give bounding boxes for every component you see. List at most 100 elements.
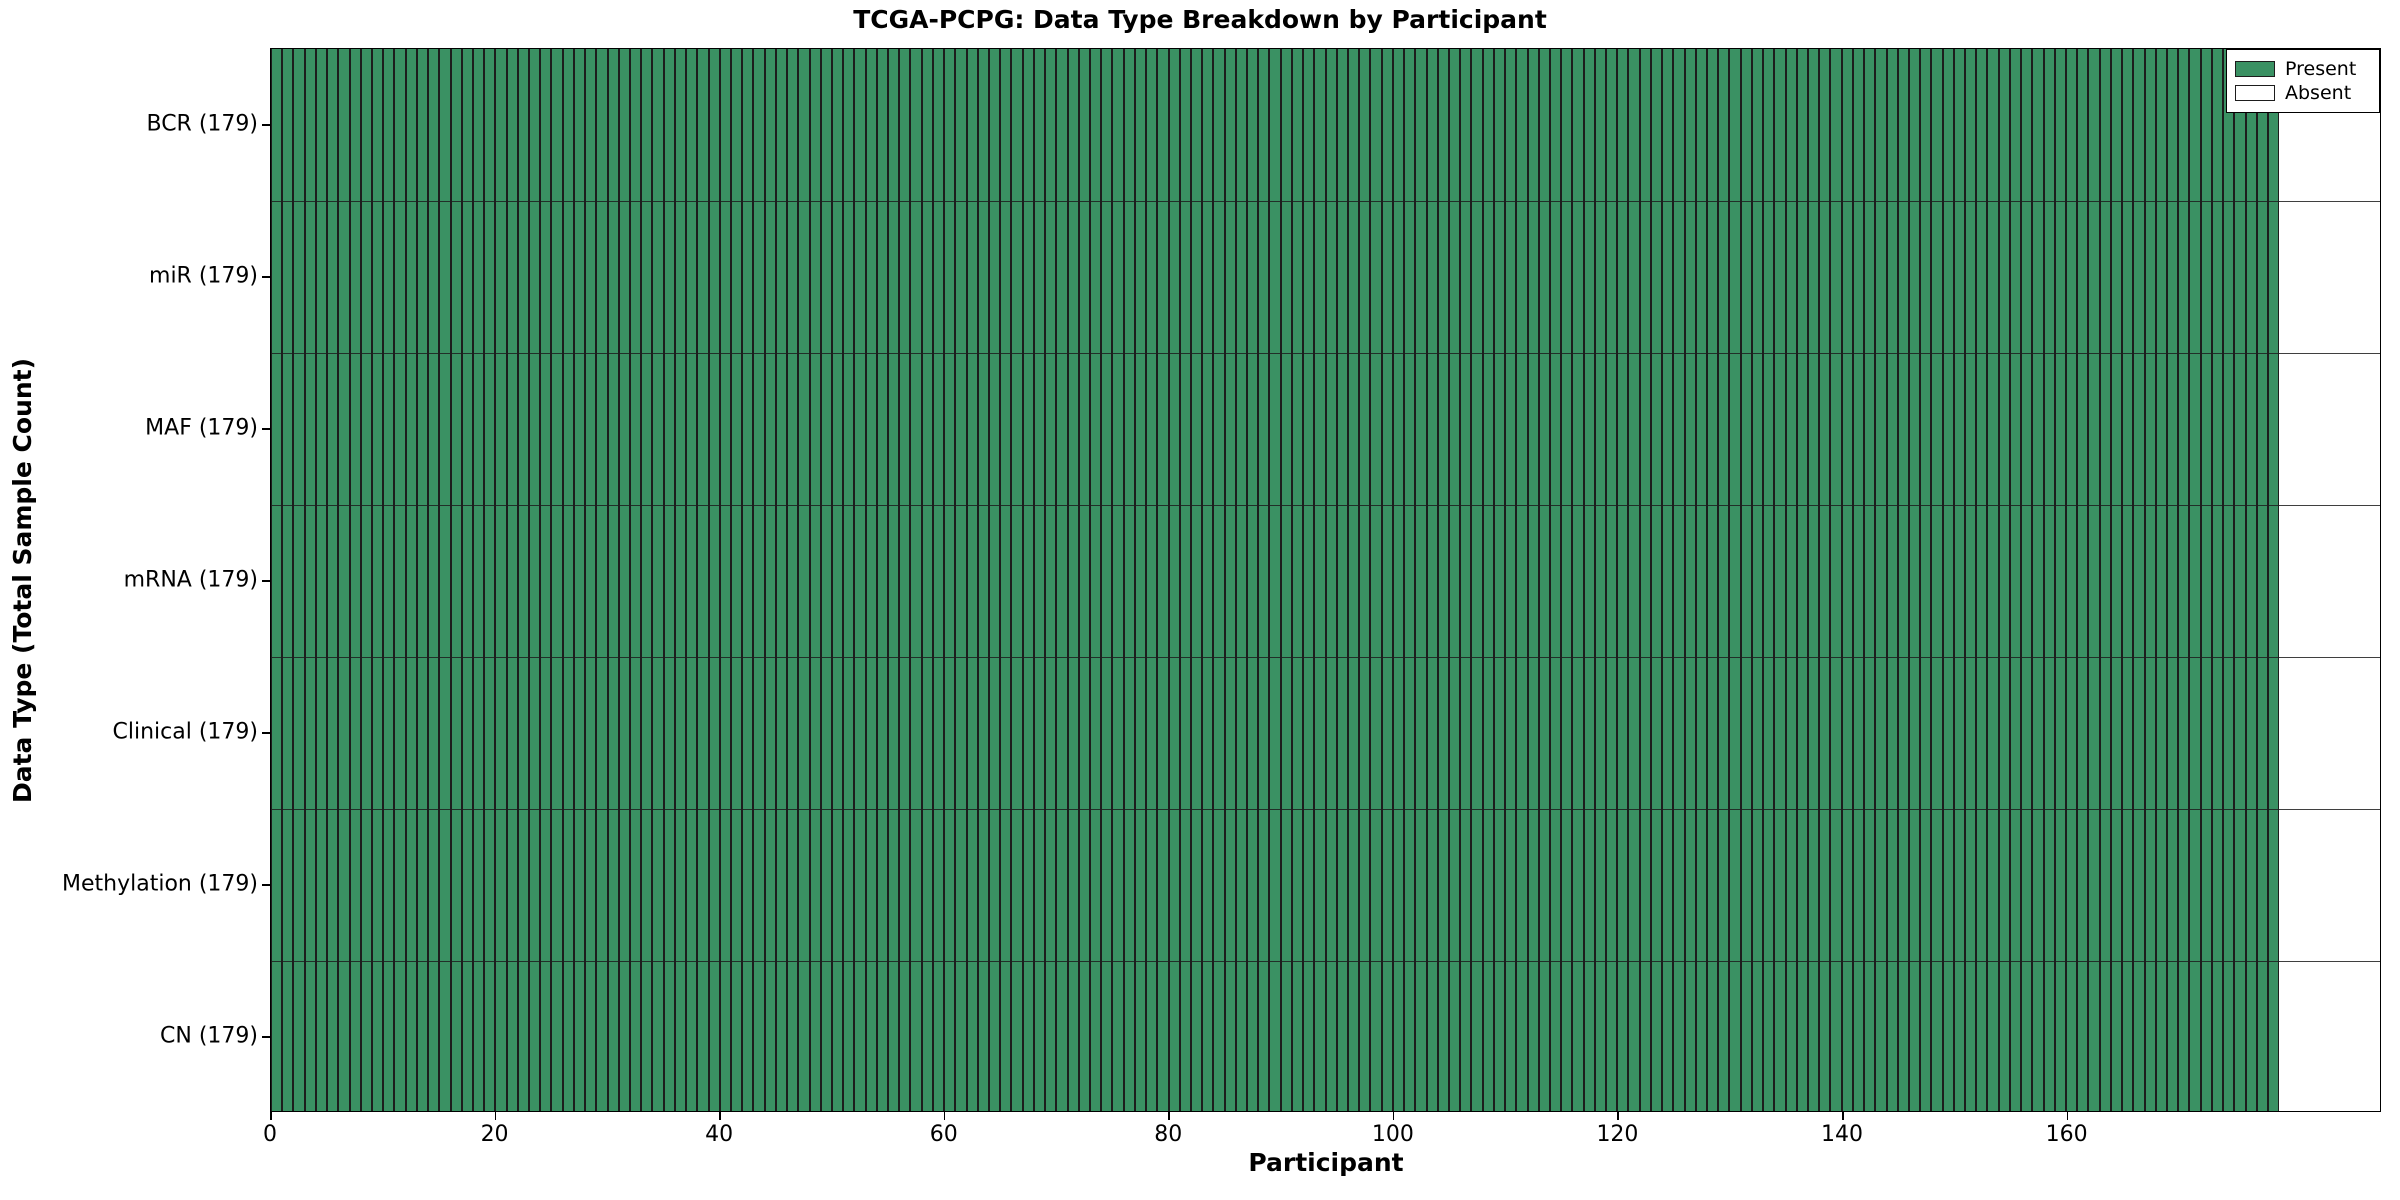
participant-bar <box>304 657 316 809</box>
participant-bar <box>607 505 619 657</box>
participant-bar <box>1213 353 1225 505</box>
participant-bar <box>439 961 451 1111</box>
participant-bar <box>450 49 462 201</box>
participant-bar <box>899 657 911 809</box>
participant-bar <box>2133 809 2145 961</box>
participant-bar <box>1168 809 1180 961</box>
participant-bar <box>1067 201 1079 353</box>
participant-bar <box>1852 505 1865 657</box>
participant-bar <box>1695 809 1707 961</box>
participant-bar <box>787 809 799 961</box>
participant-bar <box>1247 505 1259 657</box>
participant-bar <box>753 201 765 353</box>
participant-bar <box>1437 353 1449 505</box>
participant-bar <box>1942 505 1954 657</box>
participant-bar <box>1179 201 1191 353</box>
participant-bar <box>1392 809 1405 961</box>
participant-bar <box>1493 809 1506 961</box>
participant-bar <box>573 505 586 657</box>
participant-bar <box>1505 961 1517 1111</box>
participant-bar <box>1774 505 1786 657</box>
participant-bar <box>1190 809 1203 961</box>
participant-bar <box>282 49 294 201</box>
participant-bar <box>1168 201 1180 353</box>
participant-bar <box>1830 49 1842 201</box>
participant-bar <box>742 353 754 505</box>
participant-bar <box>2099 961 2111 1111</box>
participant-bar <box>1561 353 1573 505</box>
participant-bar <box>1067 961 1079 1111</box>
participant-bar <box>1920 353 1932 505</box>
participant-bar <box>1751 809 1764 961</box>
participant-bar <box>338 657 350 809</box>
participant-bar <box>1000 657 1012 809</box>
participant-bar <box>573 961 586 1111</box>
participant-bar <box>1538 201 1550 353</box>
participant-bar <box>2178 49 2190 201</box>
participant-bar <box>1796 201 1808 353</box>
participant-bar <box>1370 961 1382 1111</box>
participant-bar <box>1707 657 1719 809</box>
participant-bar <box>472 201 485 353</box>
participant-bar <box>1628 657 1640 809</box>
participant-bar <box>1953 353 1966 505</box>
participant-bar <box>921 961 933 1111</box>
participant-bar <box>439 353 451 505</box>
participant-bar <box>1022 353 1034 505</box>
participant-bar <box>921 353 933 505</box>
participant-bar <box>820 49 832 201</box>
participant-bar <box>663 657 675 809</box>
participant-bar <box>2099 353 2111 505</box>
y-tick-label: Clinical (179) <box>112 719 258 745</box>
participant-bar <box>641 505 653 657</box>
participant-bar <box>2043 809 2055 961</box>
participant-bar <box>1549 961 1562 1111</box>
participant-bar <box>1089 809 1102 961</box>
participant-bar <box>1920 49 1932 201</box>
participant-bar <box>932 49 945 201</box>
participant-bar <box>865 657 877 809</box>
participant-bar <box>1493 961 1506 1111</box>
participant-bar <box>2178 809 2190 961</box>
participant-bar <box>1684 961 1696 1111</box>
participant-bar <box>405 353 417 505</box>
participant-bar <box>360 961 372 1111</box>
participant-bar <box>1628 201 1640 353</box>
participant-bar <box>775 49 788 201</box>
participant-bar <box>888 49 900 201</box>
participant-bar <box>1830 201 1842 353</box>
participant-bar <box>1662 961 1674 1111</box>
participant-bar <box>1527 505 1539 657</box>
participant-bar <box>495 657 507 809</box>
participant-bar <box>2155 49 2167 201</box>
participant-bar <box>1045 505 1057 657</box>
participant-bar <box>1314 961 1326 1111</box>
participant-bar <box>2211 961 2224 1111</box>
participant-bar <box>472 353 485 505</box>
participant-bar <box>1617 961 1629 1111</box>
participant-bar <box>2245 49 2257 201</box>
participant-bar <box>719 201 731 353</box>
participant-bar <box>1022 505 1034 657</box>
participant-bar <box>831 505 844 657</box>
participant-bar <box>1931 657 1943 809</box>
participant-bar <box>2200 505 2212 657</box>
participant-bar <box>1381 961 1393 1111</box>
participant-bar <box>809 49 821 201</box>
participant-bar <box>293 505 305 657</box>
participant-bar <box>2223 353 2235 505</box>
participant-bar <box>1594 657 1607 809</box>
participant-bar <box>1639 353 1651 505</box>
participant-bar <box>1606 201 1618 353</box>
participant-bar <box>1134 49 1147 201</box>
participant-bar <box>1774 961 1786 1111</box>
participant-bar <box>1437 657 1449 809</box>
participant-bar <box>2054 49 2066 201</box>
participant-bar <box>1695 505 1707 657</box>
participant-bar <box>1314 353 1326 505</box>
participant-bar <box>1572 657 1584 809</box>
participant-bar <box>1561 201 1573 353</box>
participant-bar <box>1437 809 1449 961</box>
participant-bar <box>652 657 664 809</box>
participant-bar <box>921 657 933 809</box>
